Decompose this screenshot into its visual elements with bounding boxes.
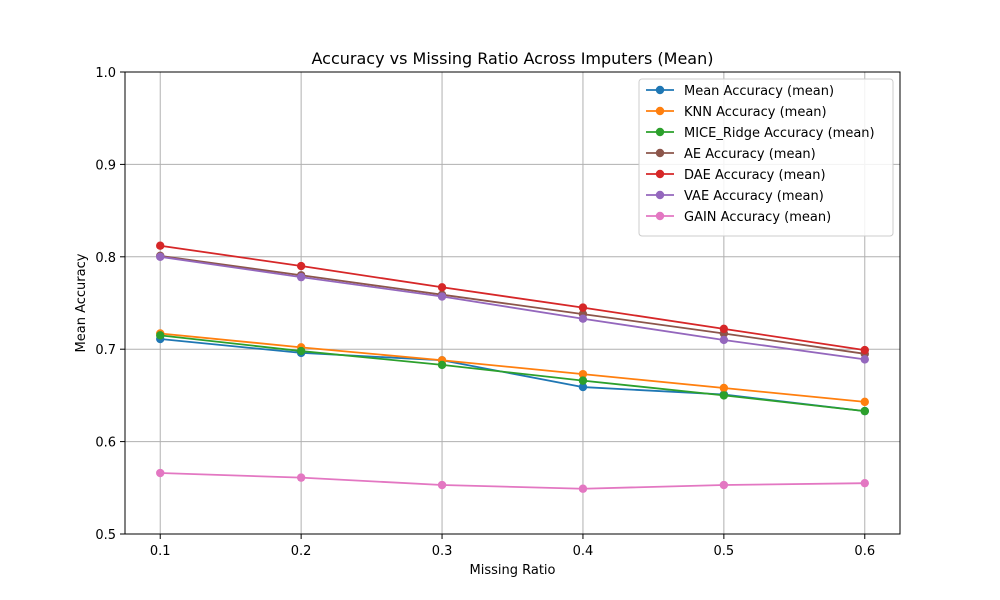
y-tick-label: 0.5 <box>95 528 116 543</box>
x-tick-label: 0.4 <box>573 544 594 559</box>
series-line <box>160 472 865 490</box>
series-6 <box>156 252 869 364</box>
legend-item: DAE Accuracy (mean) <box>646 168 826 183</box>
series-line <box>160 244 865 352</box>
legend-item: VAE Accuracy (mean) <box>646 189 824 204</box>
legend-item: KNN Accuracy (mean) <box>646 105 827 120</box>
data-point <box>719 324 729 334</box>
y-tick-label: 0.9 <box>95 158 116 173</box>
data-point <box>578 369 588 379</box>
data-point <box>860 355 869 364</box>
data-point <box>437 360 447 370</box>
x-tick-label: 0.3 <box>432 544 453 559</box>
legend-item: AE Accuracy (mean) <box>646 147 816 162</box>
data-point <box>578 303 588 312</box>
data-point <box>719 391 729 400</box>
series-line <box>160 255 865 361</box>
x-tick-label: 0.6 <box>854 544 875 559</box>
data-point <box>437 480 447 490</box>
series-line <box>160 334 865 413</box>
data-point <box>437 283 447 292</box>
chart-title: Accuracy vs Missing Ratio Across Imputer… <box>312 49 714 68</box>
series-5 <box>156 241 869 355</box>
legend-label: VAE Accuracy (mean) <box>684 189 824 204</box>
legend-label: GAIN Accuracy (mean) <box>684 210 831 225</box>
plot-area-frame <box>124 71 901 535</box>
data-point <box>860 397 869 407</box>
data-point <box>578 382 588 392</box>
axis-ticks: 0.1 0.2 0.3 0.4 0.5 0.6 0.5 0.6 0.7 0.8 0.9 1.0 <box>95 66 875 559</box>
legend-label: MICE_Ridge Accuracy (mean) <box>684 126 875 141</box>
data-point <box>156 331 165 340</box>
legend: Mean Accuracy (mean) KNN Accuracy (mean) M… <box>638 78 894 237</box>
legend-label: Mean Accuracy (mean) <box>684 84 834 99</box>
data-point <box>156 252 165 261</box>
data-point <box>296 473 306 482</box>
series-line <box>160 332 865 403</box>
series-lines <box>156 241 869 493</box>
data-point <box>719 480 729 490</box>
x-tick-label: 0.2 <box>291 544 312 559</box>
data-point <box>156 468 165 478</box>
legend-item: GAIN Accuracy (mean) <box>646 210 831 225</box>
y-tick-label: 0.8 <box>95 251 116 266</box>
data-point <box>296 261 306 271</box>
legend-marker <box>655 148 665 158</box>
legend-item: MICE_Ridge Accuracy (mean) <box>646 126 875 141</box>
y-axis-label: Mean Accuracy <box>74 253 89 352</box>
series-3 <box>156 331 869 416</box>
x-axis-label: Missing Ratio <box>470 563 556 578</box>
x-tick-label: 0.1 <box>150 544 171 559</box>
legend-marker <box>655 169 665 179</box>
data-point <box>437 292 447 301</box>
data-point <box>719 383 729 393</box>
data-point <box>860 478 869 488</box>
legend-marker <box>655 106 665 116</box>
legend-label: KNN Accuracy (mean) <box>684 105 827 120</box>
x-tick-label: 0.5 <box>714 544 735 559</box>
y-tick-label: 1.0 <box>95 66 116 81</box>
data-point <box>578 484 588 493</box>
data-point <box>156 241 165 250</box>
series-line <box>160 254 865 355</box>
data-point <box>296 346 306 356</box>
y-tick-label: 0.7 <box>95 343 116 358</box>
data-point <box>860 406 869 416</box>
y-tick-label: 0.6 <box>95 436 116 451</box>
legend-marker <box>655 190 665 200</box>
data-point <box>719 335 729 345</box>
legend-item: Mean Accuracy (mean) <box>646 84 834 99</box>
legend-label: DAE Accuracy (mean) <box>684 168 826 183</box>
data-point <box>578 376 588 385</box>
data-point <box>578 314 588 323</box>
legend-marker <box>655 211 665 221</box>
series-7 <box>156 468 869 493</box>
legend-box <box>638 78 894 237</box>
data-point <box>296 272 306 282</box>
data-point <box>860 345 869 355</box>
legend-marker <box>655 127 665 137</box>
legend-label: AE Accuracy (mean) <box>684 147 816 162</box>
legend-marker <box>655 85 665 95</box>
